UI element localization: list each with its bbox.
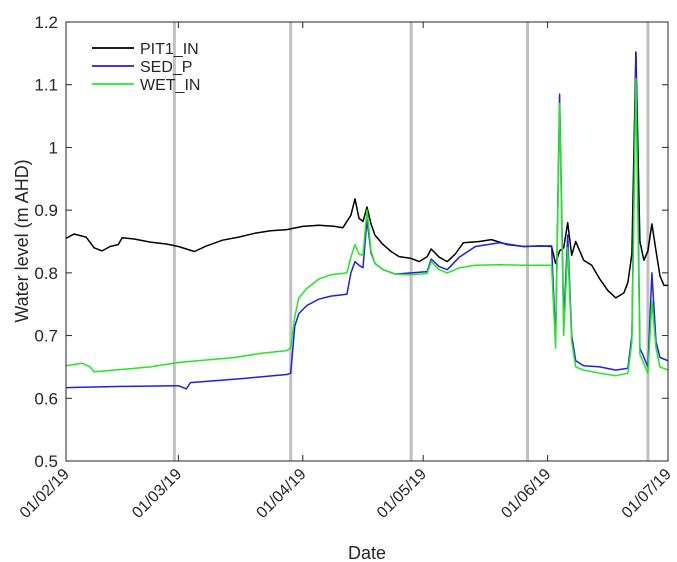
x-axis-label: Date: [348, 543, 386, 562]
x-tick-label: 01/04/19: [254, 466, 310, 522]
y-tick-label: 1: [49, 138, 58, 157]
y-tick-label: 0.6: [34, 389, 58, 408]
y-tick-label: 0.9: [34, 201, 58, 220]
legend-label: WET_IN: [140, 77, 200, 94]
x-tick-label: 01/05/19: [374, 466, 430, 522]
y-axis-label: Water level (m AHD): [12, 159, 32, 322]
y-tick-label: 0.5: [34, 452, 58, 471]
y-tick-label: 0.7: [34, 327, 58, 346]
x-tick-label: 01/07/19: [619, 466, 675, 522]
y-tick-label: 0.8: [34, 264, 58, 283]
y-tick-label: 1.2: [34, 13, 58, 32]
legend-label: SED_P: [140, 59, 192, 76]
x-tick-label: 01/02/19: [17, 466, 73, 522]
legend-label: PIT1_IN: [140, 41, 199, 58]
y-tick-label: 1.1: [34, 76, 58, 95]
x-tick-label: 01/06/19: [498, 466, 554, 522]
x-tick-label: 01/03/19: [129, 466, 185, 522]
